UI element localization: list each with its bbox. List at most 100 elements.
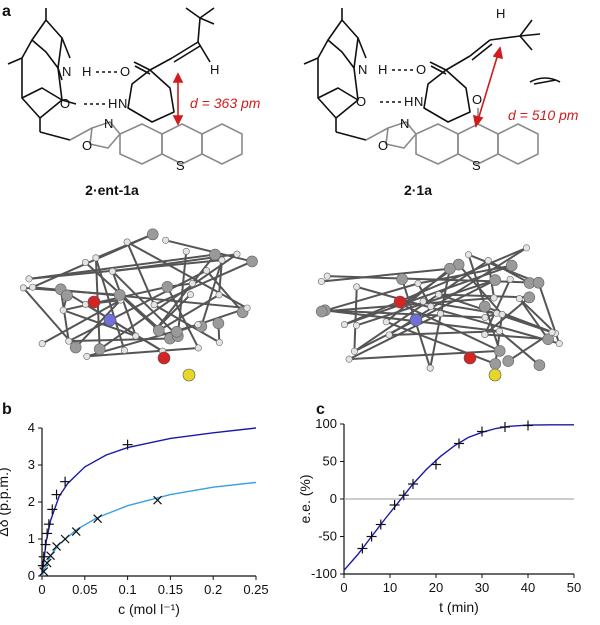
model-atom — [515, 295, 523, 303]
model-atom — [29, 283, 37, 291]
model-atom — [157, 351, 171, 365]
model-atom — [495, 327, 503, 335]
model-atom — [103, 313, 117, 327]
data-point — [47, 504, 58, 515]
model-atom — [182, 247, 190, 255]
model-atom — [19, 284, 27, 292]
model-atom — [490, 294, 498, 302]
atom-h: H — [82, 64, 91, 79]
x-tick-label: 0.05 — [72, 582, 97, 597]
model-atom — [108, 267, 116, 275]
model-atom — [350, 347, 358, 355]
atoms-left: N H O O H N H N O S — [60, 62, 219, 173]
model-atom — [548, 328, 556, 336]
distance-label-right: d = 510 pm — [508, 107, 579, 123]
y-tick-label: 0 — [330, 491, 337, 506]
x-tick-label: 0.25 — [243, 582, 268, 597]
model-atom — [38, 340, 46, 348]
data-point — [366, 531, 377, 542]
model-bond — [205, 270, 244, 313]
model-bond — [119, 294, 158, 330]
data-point — [408, 479, 418, 489]
model-atom — [533, 359, 546, 371]
distance-arrow-right — [472, 46, 504, 128]
model-atom — [414, 279, 422, 287]
ball-and-stick-model-right — [315, 244, 563, 382]
model-atom — [65, 337, 73, 345]
model-bond — [94, 257, 126, 351]
x-tick-label: 40 — [521, 580, 535, 595]
data-point — [71, 527, 81, 537]
model-atom — [436, 310, 444, 318]
data-point — [500, 422, 510, 432]
model-bond — [483, 278, 512, 335]
model-atom — [215, 338, 223, 346]
atoms-right: N H O O H N H N O O S — [356, 6, 505, 173]
data-point — [122, 439, 133, 450]
model-bond — [126, 241, 156, 306]
model-atom — [555, 340, 563, 348]
data-point — [153, 495, 162, 505]
data-point — [52, 541, 61, 551]
model-atom — [132, 332, 140, 340]
data-point — [389, 500, 400, 510]
model-bond — [518, 297, 549, 340]
model-bond — [176, 251, 188, 337]
model-bond — [176, 307, 248, 333]
data-point — [375, 519, 386, 530]
atom-n: N — [104, 116, 113, 131]
atom-o: O — [416, 62, 426, 77]
model-atom — [203, 267, 211, 275]
model-atom — [488, 368, 502, 382]
model-atom — [123, 238, 131, 246]
model-bond — [200, 259, 223, 327]
fit-curve — [41, 427, 257, 577]
data-point — [93, 514, 103, 524]
model-atom — [194, 344, 202, 352]
model-atom — [182, 368, 196, 382]
model-atom — [478, 300, 491, 313]
atom-n: N — [414, 94, 423, 109]
model-bond — [153, 303, 220, 344]
atom-o: O — [60, 96, 70, 111]
model-bond — [86, 346, 199, 358]
xanthone-left — [69, 121, 243, 165]
model-atom — [444, 262, 456, 275]
fit-curve — [41, 481, 257, 577]
model-atom — [523, 291, 536, 304]
y-tick-label: -50 — [318, 529, 337, 544]
model-atom — [353, 283, 361, 291]
model-bond — [158, 293, 220, 332]
model-bond — [153, 260, 253, 306]
model-atom — [188, 279, 196, 287]
x-tick-label: 10 — [383, 580, 397, 595]
atom-o: O — [82, 138, 92, 153]
model-atom — [59, 306, 67, 314]
model-atom — [419, 297, 427, 305]
model-bond — [111, 270, 179, 337]
model-atom — [162, 236, 170, 244]
data-point — [42, 558, 52, 568]
model-bond — [385, 320, 496, 365]
model-bond — [99, 253, 238, 350]
atom-n: N — [62, 64, 71, 79]
model-atom — [146, 228, 159, 241]
model-bond — [429, 268, 451, 369]
panel-c-label: c — [316, 401, 325, 418]
x-tick-label: 20 — [429, 580, 443, 595]
data-point — [60, 534, 70, 544]
model-atom — [83, 352, 91, 360]
model-atom — [502, 355, 515, 367]
model-atom — [113, 289, 126, 301]
compound-label-left: 2·ent-1a — [85, 182, 139, 198]
model-atom — [243, 304, 251, 312]
model-atom — [505, 259, 518, 272]
y-axis-label: Δδ (p.p.m.) — [0, 467, 11, 536]
x-tick-label: 30 — [475, 580, 489, 595]
model-atom — [212, 317, 225, 330]
y-tick-label: 0 — [28, 568, 35, 583]
ball-and-stick-model-left — [19, 228, 258, 382]
model-atom — [382, 318, 390, 326]
atom-n: N — [358, 62, 367, 77]
y-tick-label: 2 — [28, 494, 35, 509]
